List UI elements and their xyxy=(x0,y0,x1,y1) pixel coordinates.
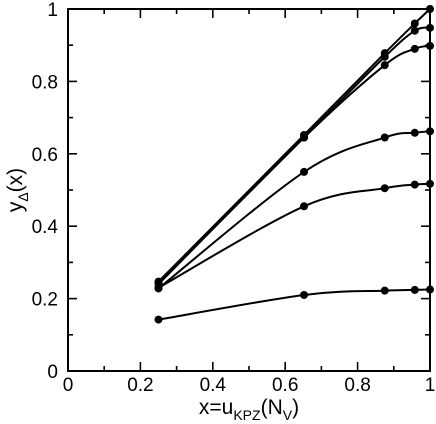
series-6-point xyxy=(380,286,389,295)
y-axis-label: yΔ(x) xyxy=(4,168,31,212)
y-tick-labels: 0 0.2 0.4 0.6 0.8 1 xyxy=(32,0,59,383)
series-3-point xyxy=(410,44,419,53)
series-2-point xyxy=(410,26,419,35)
x-tick-label: 1 xyxy=(425,375,436,396)
series-4-point xyxy=(380,133,389,142)
y-tick-label: 0.6 xyxy=(32,145,58,166)
y-tick-label: 0.2 xyxy=(32,290,58,311)
series-6-point xyxy=(300,290,309,299)
axis-ticks xyxy=(67,8,431,372)
series-6-point xyxy=(154,315,163,324)
series-5-line xyxy=(158,182,431,289)
series-4-point xyxy=(410,128,419,137)
series-5-point xyxy=(380,184,389,193)
series-5-point xyxy=(410,180,419,189)
y-tick-label: 0.8 xyxy=(32,72,58,93)
series-5-point xyxy=(154,283,163,292)
series-2-point xyxy=(380,52,389,61)
series-5-point xyxy=(426,179,434,188)
series-3-line xyxy=(157,44,431,285)
x-tick-label: 0.4 xyxy=(200,375,227,396)
x-tick-label: 0.8 xyxy=(344,375,370,396)
series-3-point xyxy=(426,41,434,50)
series-4-point xyxy=(426,127,434,136)
series-1-line xyxy=(157,8,431,283)
x-tick-label: 0.2 xyxy=(127,375,153,396)
series-2-line xyxy=(157,26,431,284)
series-3-point xyxy=(380,61,389,70)
series-1-point xyxy=(410,19,419,28)
x-axis-label: x=uKPZ(NV) xyxy=(199,396,299,423)
series-3-point xyxy=(300,133,309,142)
series-6-point xyxy=(426,285,434,294)
series-points xyxy=(154,5,434,324)
series-curves xyxy=(157,8,431,321)
series-5-point xyxy=(300,202,309,211)
y-tick-label: 0 xyxy=(47,362,58,383)
series-4-point xyxy=(300,167,309,176)
x-tick-label: 0 xyxy=(63,375,74,396)
y-tick-label: 1 xyxy=(47,0,58,21)
series-1-point xyxy=(426,5,434,13)
series-2-point xyxy=(426,23,434,32)
series-6-point xyxy=(410,285,419,294)
x-tick-labels: 0 0.2 0.4 0.6 0.8 1 xyxy=(63,375,436,396)
series-6-line xyxy=(158,288,431,321)
y-tick-label: 0.4 xyxy=(32,217,59,238)
x-tick-label: 0.6 xyxy=(272,375,298,396)
